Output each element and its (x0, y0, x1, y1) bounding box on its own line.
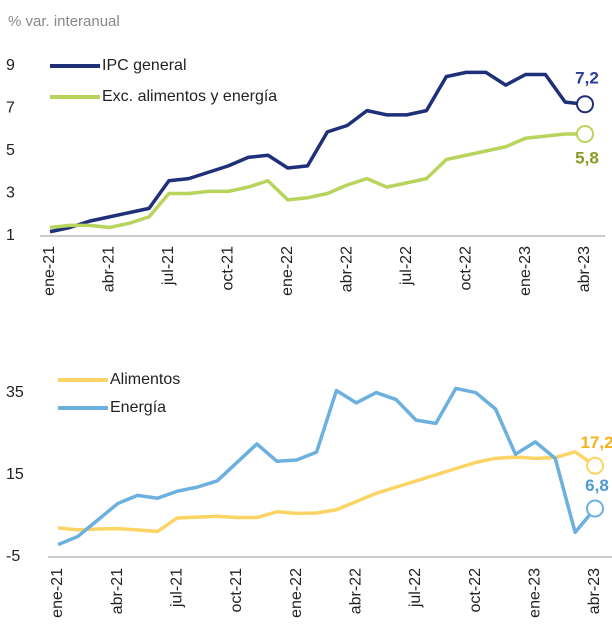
legend-label: Exc. alimentos y energía (102, 88, 277, 105)
x-tick-label: abr-21 (109, 568, 126, 614)
x-tick-label: ene-23 (527, 568, 544, 618)
series-line (57, 450, 597, 534)
y-axis-label: % var. interanual (8, 13, 120, 30)
x-tick-label: jul-21 (169, 568, 186, 608)
x-tick-label: abr-23 (576, 246, 593, 292)
x-tick-label: jul-22 (407, 568, 424, 608)
y-tick-label: 15 (6, 466, 24, 483)
legend-label: IPC general (102, 57, 187, 74)
end-marker (586, 456, 604, 475)
x-tick-label: jul-22 (398, 246, 415, 286)
x-tick-label: ene-21 (49, 568, 66, 618)
legend-label: Energía (110, 399, 166, 416)
series-line (57, 386, 597, 547)
x-tick-label: ene-23 (517, 246, 534, 296)
x-tick-label: oct-21 (220, 246, 237, 291)
y-tick-label: 9 (6, 57, 15, 74)
series-line (49, 70, 586, 234)
x-tick-label: oct-21 (228, 568, 245, 613)
value-label: 6,8 (585, 476, 609, 495)
series-line (49, 132, 585, 230)
x-tick-label: ene-22 (288, 568, 305, 618)
x-tick-label: ene-21 (41, 246, 58, 296)
x-tick-label: oct-22 (457, 246, 474, 291)
y-tick-label: 35 (6, 384, 24, 401)
x-tick-label: abr-22 (338, 246, 355, 292)
x-tick-label: abr-23 (586, 568, 603, 614)
x-tick-label: jul-21 (160, 246, 177, 286)
end-marker (586, 499, 604, 518)
x-tick-label: abr-22 (348, 568, 365, 614)
y-tick-label: -5 (6, 548, 20, 565)
x-tick-label: abr-21 (101, 246, 118, 292)
x-tick-label: oct-22 (467, 568, 484, 613)
y-tick-label: 1 (6, 227, 15, 244)
end-marker (576, 125, 594, 143)
x-tick-label: ene-22 (279, 246, 296, 296)
end-marker (576, 95, 594, 114)
y-tick-label: 7 (6, 100, 15, 117)
legend-label: Alimentos (110, 371, 180, 388)
y-tick-label: 3 (6, 185, 15, 202)
value-label: 7,2 (575, 69, 599, 88)
y-tick-label: 5 (6, 142, 15, 159)
value-label: 17,2 (580, 433, 612, 452)
value-label: 5,8 (575, 148, 599, 167)
